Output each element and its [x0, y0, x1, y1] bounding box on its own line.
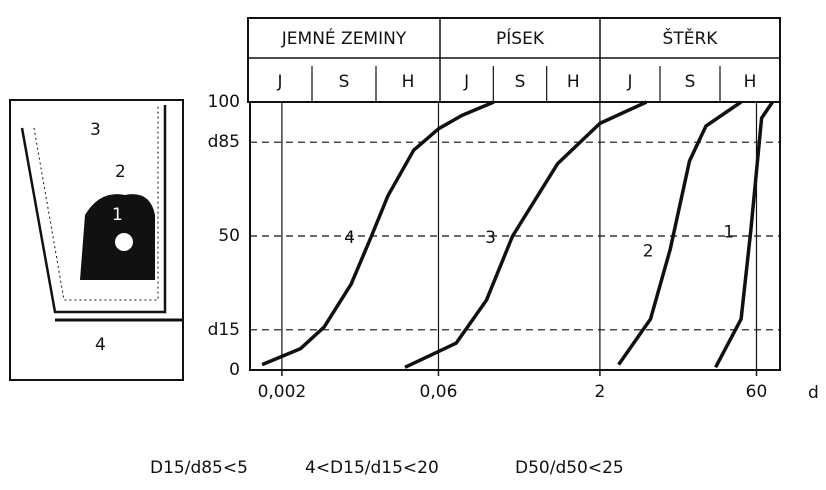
curve-label: 2 [643, 241, 654, 261]
curve-label: 3 [485, 228, 496, 248]
header-sub: J [626, 72, 632, 92]
x-tick-label: 0,06 [420, 382, 458, 402]
inset-label: 4 [95, 335, 106, 355]
curve [261, 100, 495, 367]
formula: 4<D15/d15<20 [305, 458, 439, 478]
curve-label: 4 [344, 228, 355, 248]
x-tick-label: 0,002 [258, 382, 307, 402]
y-tick-label: 0 [229, 360, 240, 380]
curve [617, 100, 743, 366]
inset-frame [9, 99, 184, 381]
curve [714, 101, 774, 369]
y-tick-label: d15 [208, 320, 240, 340]
header-sub: S [339, 72, 350, 92]
x-tick-label: 60 [746, 382, 768, 402]
inset: 3 2 1 4 [9, 99, 184, 381]
header-sub: H [744, 72, 757, 92]
header-group: ŠTĚRK [663, 27, 719, 49]
inset-label: 2 [115, 162, 126, 182]
header-group: JEMNÉ ZEMINY [281, 27, 407, 49]
y-tick-label: 50 [218, 226, 240, 246]
x-axis-label: d [808, 383, 819, 403]
filter-layer [33, 105, 159, 301]
curve-label: 1 [723, 223, 734, 243]
inset-label: 1 [112, 205, 123, 225]
y-tick-label: d85 [208, 132, 240, 152]
header-sub: S [515, 72, 526, 92]
y-tick-label: 100 [208, 92, 240, 112]
header-sub: H [402, 72, 415, 92]
curve [404, 100, 648, 369]
header-sub: S [685, 72, 696, 92]
header-sub: H [567, 72, 580, 92]
formula: D15/d85<5 [150, 458, 248, 478]
header-sub: J [463, 72, 469, 92]
plot-frame [249, 101, 781, 371]
header-group: PÍSEK [496, 27, 545, 49]
trench [20, 105, 167, 314]
formula: D50/d50<25 [515, 458, 624, 478]
x-tick-label: 2 [594, 382, 605, 402]
header-sub: J [276, 72, 282, 92]
pipe [115, 233, 133, 251]
inset-label: 3 [90, 120, 101, 140]
